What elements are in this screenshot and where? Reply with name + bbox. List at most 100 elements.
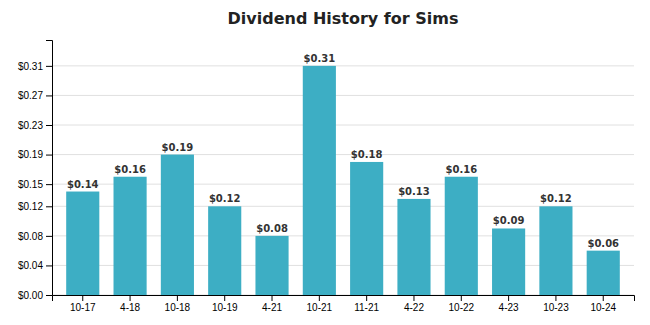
x-tick-label: 10-18: [165, 302, 191, 313]
x-tick-mark: [177, 295, 178, 301]
x-tick: 10-17: [70, 295, 96, 313]
data-label: $0.13: [398, 186, 430, 197]
x-tick-label: 10-24: [590, 302, 616, 313]
grid-line: [52, 125, 634, 126]
data-label: $0.19: [162, 142, 194, 153]
data-label: $0.16: [445, 164, 477, 175]
grid-line: [52, 154, 634, 155]
y-tick-label: $0.23: [18, 120, 43, 131]
bars: [66, 66, 620, 295]
x-tick-mark: [319, 295, 320, 301]
data-label: $0.12: [209, 193, 241, 204]
y-tick-mark: [46, 265, 52, 266]
y-tick-mark: [46, 155, 52, 156]
x-tick-mark: [272, 295, 273, 301]
bar: [539, 206, 572, 295]
bar: [492, 228, 525, 295]
y-tick-mark: [46, 295, 52, 296]
bar: [445, 177, 478, 295]
x-tick: 10-18: [165, 295, 191, 313]
data-label: $0.12: [540, 193, 572, 204]
y-tick-mark: [46, 95, 52, 96]
data-label: $0.08: [256, 223, 288, 234]
x-tick-label: 10-23: [543, 302, 569, 313]
x-tick-mark: [82, 295, 83, 301]
data-labels: $0.14 $0.16 $0.19 $0.12 $0.08 $0.31 $0.18 $0.13…: [67, 53, 619, 249]
y-tick-mark: [46, 206, 52, 207]
x-tick-label: 10-17: [70, 302, 96, 313]
x-tick: 11-21: [354, 295, 379, 313]
y-tick: $0.19: [18, 149, 52, 160]
x-tick: 10-21: [307, 295, 333, 313]
bar: [350, 162, 383, 295]
y-tick-label: $0.04: [18, 260, 43, 271]
y-tick: $0.08: [18, 231, 52, 242]
y-axis: $0.00 $0.04 $0.08 $0.12 $0.15 $0.19 $0.23 $0.27…: [18, 41, 53, 301]
plot: $0.00 $0.04 $0.08 $0.12 $0.15 $0.19 $0.23 $0.27…: [18, 41, 635, 314]
x-tick-label: 4-23: [499, 302, 519, 313]
y-tick-mark: [46, 184, 52, 185]
y-tick: $0.23: [18, 120, 52, 131]
y-tick: $0.27: [18, 90, 52, 101]
x-axis: 10-17 4-18 10-18 10-19 4-21 10-21 11-21 4-22 10-…: [53, 295, 635, 313]
x-tick-mark: [366, 295, 367, 301]
x-tick-mark: [603, 295, 604, 301]
bar: [587, 251, 620, 295]
x-tick: 4-22: [404, 295, 424, 313]
data-label: $0.18: [351, 149, 383, 160]
x-tick: 10-22: [449, 295, 475, 313]
x-tick-label: 10-19: [212, 302, 238, 313]
x-tick-label: 4-18: [120, 302, 140, 313]
x-tick-mark: [413, 295, 414, 301]
grid-line: [52, 65, 634, 66]
x-tick-label: 11-21: [354, 302, 379, 313]
x-tick: 10-23: [543, 295, 569, 313]
title: Dividend History for Sims: [228, 9, 459, 28]
y-tick-label: $0.19: [18, 149, 43, 160]
x-tick-mark: [555, 295, 556, 301]
data-label: $0.16: [114, 164, 146, 175]
y-tick: $0.15: [18, 179, 52, 190]
y-tick: $0.31: [18, 61, 52, 72]
y-tick-label: $0.12: [18, 201, 43, 212]
grid-line: [52, 95, 634, 96]
y-tick-label: $0.31: [18, 61, 43, 72]
bar: [397, 199, 430, 295]
data-label: $0.31: [304, 53, 336, 64]
x-tick-label: 4-22: [404, 302, 424, 313]
y-tick: $0.00: [18, 290, 52, 301]
x-tick-label: 10-22: [449, 302, 475, 313]
x-tick: 4-23: [499, 295, 519, 313]
y-tick: $0.04: [18, 260, 52, 271]
bar: [208, 206, 241, 295]
x-tick: 10-24: [590, 295, 616, 313]
x-axis-line: [53, 296, 635, 302]
x-tick: 4-18: [120, 295, 140, 313]
data-label: $0.06: [587, 238, 619, 249]
y-tick-mark: [46, 125, 52, 126]
y-tick-label: $0.15: [18, 179, 43, 190]
y-tick: $0.12: [18, 201, 52, 212]
bar: [66, 192, 99, 295]
y-tick-label: $0.08: [18, 231, 43, 242]
x-tick-label: 4-21: [262, 302, 282, 313]
data-label: $0.14: [67, 179, 99, 190]
y-tick-mark: [46, 66, 52, 67]
bar: [303, 66, 336, 295]
y-tick-label: $0.27: [18, 90, 43, 101]
data-label: $0.09: [493, 215, 525, 226]
x-tick-mark: [461, 295, 462, 301]
x-tick-label: 10-21: [307, 302, 333, 313]
chart: $0.00 $0.04 $0.08 $0.12 $0.15 $0.19 $0.23 $0.27…: [0, 0, 650, 325]
x-tick-mark: [508, 295, 509, 301]
x-tick-mark: [130, 295, 131, 301]
x-tick: 4-21: [262, 295, 282, 313]
y-tick-label: $0.00: [18, 290, 43, 301]
bar: [114, 177, 147, 295]
bar: [161, 155, 194, 295]
bar: [255, 236, 288, 295]
y-tick-mark: [46, 236, 52, 237]
grid: [52, 66, 634, 295]
y-axis-line: [46, 41, 53, 296]
x-tick-mark: [224, 295, 225, 301]
